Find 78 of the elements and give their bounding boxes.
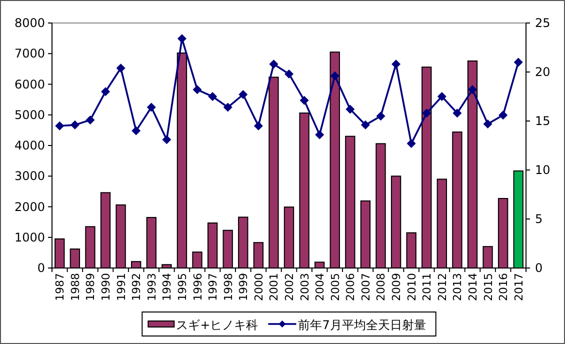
x-tick-label: 2012 — [436, 273, 449, 301]
x-tick-label: 1996 — [191, 273, 204, 301]
point — [452, 108, 462, 118]
point — [116, 64, 126, 73]
point — [162, 135, 172, 144]
x-tick-label: 2014 — [466, 273, 480, 301]
x-tick-label: 2001 — [268, 273, 281, 301]
x-tick-label: 1988 — [68, 273, 82, 301]
point — [269, 60, 278, 69]
y2-tick-label: 20 — [535, 65, 550, 79]
x-tick-label: 1989 — [84, 273, 98, 301]
x-tick-label: 2016 — [497, 273, 510, 301]
point — [132, 126, 141, 136]
x-tick-label: 2009 — [390, 273, 404, 301]
y-tick-label: 8000 — [14, 16, 45, 30]
y2-tick-label: 25 — [535, 16, 550, 30]
point — [498, 110, 508, 120]
y-tick-label: 6000 — [14, 77, 45, 92]
x-tick-label: 2008 — [374, 273, 388, 301]
x-tick-label: 1997 — [206, 273, 220, 301]
point — [376, 112, 386, 121]
point — [146, 102, 156, 112]
point — [238, 90, 248, 100]
x-tick-label: 2000 — [252, 273, 266, 301]
point — [392, 60, 401, 69]
point — [437, 92, 446, 101]
x-tick-label: 2007 — [359, 273, 372, 301]
legend-label: スギ+ヒノキ科 — [176, 318, 258, 332]
y-tick-label: 3000 — [14, 169, 45, 184]
x-tick-label: 2015 — [482, 273, 495, 301]
x-tick-label: 1987 — [54, 273, 67, 301]
point — [300, 96, 309, 105]
point — [284, 69, 294, 78]
point — [315, 130, 324, 140]
x-tick-label: 2013 — [451, 273, 464, 301]
x-tick-label: 2010 — [405, 273, 418, 301]
y2-tick-label: 15 — [535, 114, 550, 128]
x-tick-label: 1998 — [222, 273, 235, 301]
y-tick-label: 4000 — [14, 138, 45, 152]
x-tick-label: 2017 — [512, 273, 526, 301]
point — [330, 71, 340, 80]
x-tick-label: 1990 — [100, 273, 113, 301]
y-tick-label: 5000 — [14, 108, 45, 122]
x-tick-label: 2011 — [420, 273, 434, 301]
y2-tick-label: 0 — [535, 261, 543, 275]
point — [483, 119, 492, 128]
x-tick-label: 2005 — [328, 273, 342, 301]
point — [192, 85, 202, 94]
x-tick-label: 2004 — [314, 273, 327, 301]
point — [55, 121, 64, 130]
x-tick-label: 2002 — [283, 273, 296, 301]
point — [223, 102, 232, 112]
x-tick-label: 1999 — [237, 273, 250, 301]
point — [422, 108, 432, 118]
point — [101, 87, 110, 96]
y-tick-label: 7000 — [14, 46, 45, 61]
x-tick-label: 1994 — [160, 273, 174, 301]
x-tick-label: 1993 — [145, 273, 158, 301]
x-tick-label: 1992 — [130, 273, 144, 301]
point — [346, 104, 355, 114]
point — [208, 92, 218, 101]
y-tick-label: 2000 — [14, 200, 45, 214]
x-tick-label: 1991 — [114, 273, 128, 301]
y2-tick-label: 10 — [535, 163, 550, 177]
point — [360, 120, 370, 130]
x-tick-label: 2006 — [344, 273, 358, 301]
point — [254, 121, 263, 130]
point — [514, 58, 523, 67]
point — [468, 85, 477, 94]
y-tick-label: 0 — [37, 261, 45, 275]
point — [70, 120, 80, 130]
x-tick-label: 1995 — [176, 273, 189, 301]
point — [406, 139, 416, 148]
y2-tick-label: 5 — [535, 212, 543, 226]
y-tick-label: 1000 — [14, 230, 45, 244]
point — [86, 116, 95, 125]
x-tick-label: 2003 — [298, 273, 312, 301]
legend-label: 前年7月平均全天日射量 — [298, 318, 426, 332]
